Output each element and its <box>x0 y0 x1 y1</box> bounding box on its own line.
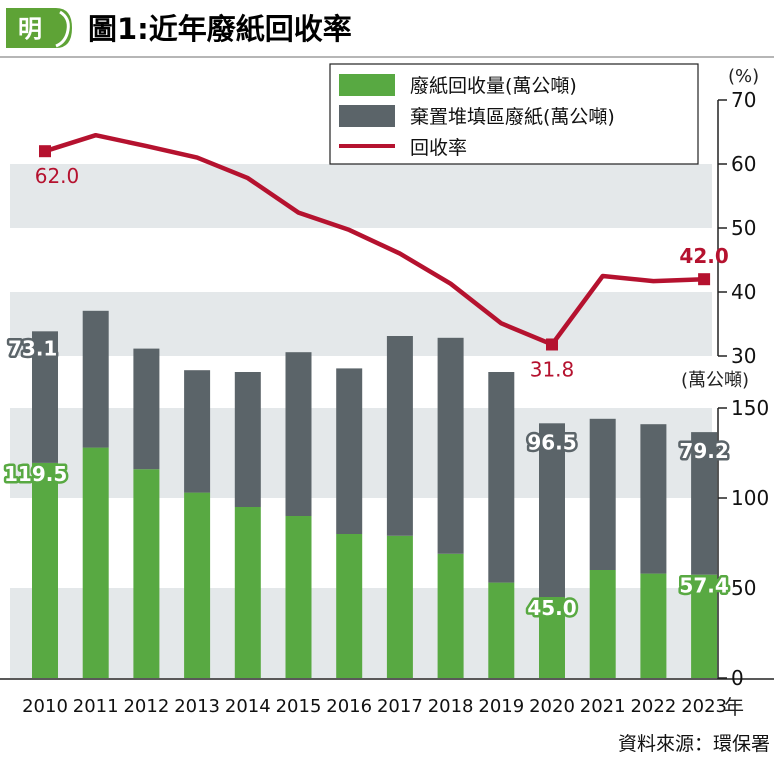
rate-marker-2023 <box>698 273 711 286</box>
rate-label-2020: 31.8 <box>530 357 575 381</box>
x-tick-label: 2010 <box>22 696 68 717</box>
header: 明 圖1:近年廢紙回收率 <box>0 8 774 58</box>
bar-recovered-2010 <box>32 462 58 678</box>
x-tick-label: 2023 <box>681 696 727 717</box>
bar-recovered-2019 <box>488 582 515 678</box>
bar-landfill-2015 <box>285 352 312 516</box>
bar-landfill-2021 <box>589 418 616 570</box>
bar-recovered-2011 <box>82 447 109 678</box>
upper-tick-label: 50 <box>731 216 756 240</box>
bar-landfill-2017 <box>386 336 413 536</box>
bar-landfill-2016 <box>336 368 363 534</box>
legend-label-rate: 回收率 <box>410 137 467 159</box>
legend-label-landfill: 棄置堆填區廢紙(萬公噸) <box>410 106 615 128</box>
lower-axis-unit-label: (萬公噸) <box>681 370 749 391</box>
bar-label-landfill-2023-outline: 79.2 <box>679 439 728 463</box>
rate-marker-2020 <box>546 338 558 351</box>
bar-landfill-2020 <box>539 423 565 597</box>
bar-landfill-2023 <box>691 432 718 575</box>
legend-label-recovered: 廢紙回收量(萬公噸) <box>410 75 577 97</box>
bar-label-landfill-2010: 73.1 <box>8 336 57 360</box>
x-tick-label: 2018 <box>428 696 474 717</box>
lower-tick-label: 150 <box>731 396 769 420</box>
bar-landfill-2010 <box>32 331 58 463</box>
upper-band <box>10 292 712 356</box>
x-tick-label: 2013 <box>174 696 220 717</box>
legend: 廢紙回收量(萬公噸) 棄置堆填區廢紙(萬公噸) 回收率 <box>329 63 699 165</box>
bar-label-recovered-2010-outline: 119.5 <box>4 462 67 486</box>
data-labels-group: 119.5119.573.173.145.045.096.596.557.457… <box>2 164 732 622</box>
bar-landfill-2012 <box>133 348 160 470</box>
bar-recovered-2022 <box>640 573 667 678</box>
lower-tick-label: 0 <box>731 666 744 690</box>
rate-label-2023: 42.0 <box>679 244 728 268</box>
bar-label-recovered-2010: 119.5 <box>4 462 67 486</box>
upper-tick-label: 40 <box>731 280 756 304</box>
logo-swoosh-icon <box>55 10 70 48</box>
bar-landfill-2022 <box>640 424 667 574</box>
x-tick-label: 2015 <box>276 696 322 717</box>
bar-label-landfill-2020: 96.5 <box>527 430 576 454</box>
x-tick-label: 2014 <box>225 696 271 717</box>
bar-recovered-2013 <box>184 492 211 678</box>
bar-recovered-2015 <box>285 516 312 678</box>
bar-recovered-2023 <box>691 574 718 678</box>
bar-label-recovered-2023-outline: 57.4 <box>679 574 728 598</box>
legend-swatch-landfill <box>339 105 395 127</box>
logo-text: 明 <box>18 15 42 43</box>
lower-tick-label: 50 <box>731 576 756 600</box>
bar-label-recovered-2023: 57.4 <box>679 574 728 598</box>
x-tick-label: 2019 <box>478 696 524 717</box>
rate-marker-2010 <box>39 145 51 158</box>
bar-recovered-2014 <box>234 507 261 678</box>
rate-label-2010: 62.0 <box>35 164 80 188</box>
bar-landfill-2011 <box>82 310 109 448</box>
bar-landfill-2018 <box>437 337 464 554</box>
axes-group: 2010 2011 2012 2013 2014 2015 2016 2017 2018 2019… <box>0 88 774 717</box>
rate-line <box>44 132 705 347</box>
x-tick-label: 2020 <box>529 696 575 717</box>
x-tick-label: 2017 <box>377 696 423 717</box>
bar-recovered-2018 <box>437 553 464 678</box>
x-tick-label: 2011 <box>73 696 119 717</box>
bar-recovered-2012 <box>133 469 160 678</box>
bar-landfill-2013 <box>184 370 211 493</box>
newspaper-logo-icon <box>6 8 72 48</box>
x-axis-unit-label: 年 <box>724 695 744 719</box>
bar-landfill-2019 <box>488 372 515 583</box>
upper-band <box>10 164 712 228</box>
bar-label-landfill-2010-outline: 73.1 <box>8 336 57 360</box>
bar-label-recovered-2020: 45.0 <box>527 596 576 620</box>
bar-recovered-2021 <box>589 570 616 678</box>
bar-group <box>32 310 718 678</box>
x-tick-label: 2016 <box>326 696 372 717</box>
x-tick-label: 2021 <box>580 696 626 717</box>
x-tick-label: 2012 <box>123 696 169 717</box>
lower-tick-label: 100 <box>731 486 769 510</box>
x-tick-label: 2022 <box>630 696 676 717</box>
bar-recovered-2016 <box>336 534 363 678</box>
chart-title: 圖1:近年廢紙回收率 <box>88 12 352 46</box>
bar-label-landfill-2023: 79.2 <box>679 439 728 463</box>
legend-swatch-recovered <box>339 74 395 96</box>
upper-axis-unit-label: (%) <box>728 66 759 87</box>
upper-tick-label: 70 <box>731 88 756 112</box>
bar-recovered-2017 <box>386 535 413 678</box>
bar-landfill-2014 <box>234 372 261 507</box>
upper-tick-label: 30 <box>731 344 756 368</box>
bar-label-landfill-2020-outline: 96.5 <box>527 430 576 454</box>
bar-recovered-2020 <box>539 597 565 678</box>
rate-line-group <box>39 132 711 351</box>
upper-tick-label: 60 <box>731 152 756 176</box>
bar-label-recovered-2020-outline: 45.0 <box>527 596 576 620</box>
source-note: 資料來源：環保署 <box>618 733 770 755</box>
